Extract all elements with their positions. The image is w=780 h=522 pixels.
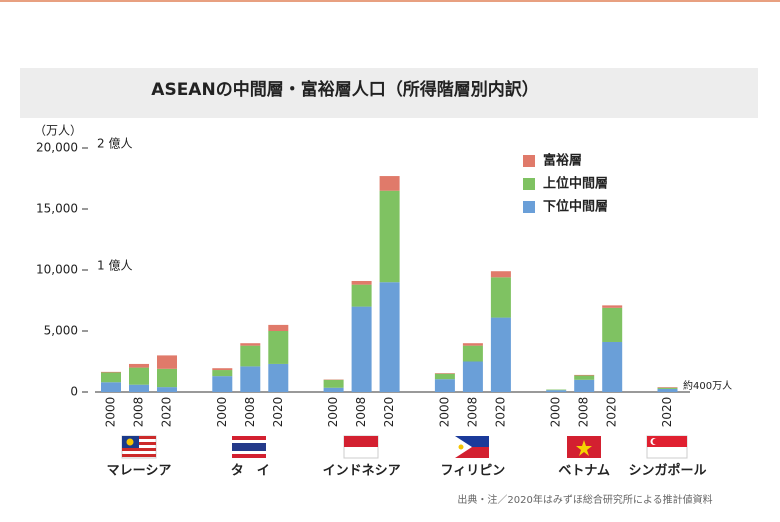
bar-segment	[463, 362, 483, 393]
bar-segment	[101, 382, 121, 392]
bar-segment	[546, 390, 566, 391]
x-tick-label: 2008	[465, 397, 479, 428]
bar-segment	[212, 376, 232, 392]
x-tick-label: 2000	[549, 397, 563, 428]
x-tick-label: 2008	[243, 397, 257, 428]
group-label: マレーシア	[107, 464, 172, 479]
bar-segment	[546, 390, 566, 392]
y-tick-label: 5,000	[44, 324, 78, 338]
group-label: タ イ	[231, 464, 270, 479]
bar-segment	[268, 325, 288, 331]
flag-malaysia	[122, 436, 156, 458]
y-tick-label: 0	[70, 385, 78, 399]
bar-segment	[463, 343, 483, 345]
flag-vietnam	[567, 436, 601, 458]
bar-segment	[602, 342, 622, 392]
bar-segment	[491, 277, 511, 317]
legend-label: 下位中間層	[543, 199, 608, 215]
bar-segment	[491, 318, 511, 392]
bar-segment	[157, 369, 177, 387]
annotation: 2 億人	[97, 137, 132, 151]
bar-segment	[212, 368, 232, 370]
group-label: インドネシア	[323, 464, 401, 479]
x-tick-label: 2020	[605, 397, 619, 428]
group-label: シンガポール	[628, 463, 706, 479]
note: 約400万人	[683, 379, 732, 392]
chart-title: ASEANの中間層・富裕層人口（所得階層別内訳）	[151, 79, 538, 100]
x-tick-label: 2020	[660, 397, 674, 428]
x-tick-label: 2000	[326, 397, 340, 428]
bar-segment	[324, 380, 344, 388]
bar-segment	[129, 385, 149, 392]
x-tick-label: 2008	[132, 397, 146, 428]
annotation: 1 億人	[97, 259, 132, 273]
x-tick-label: 2020	[493, 397, 507, 428]
x-tick-label: 2020	[382, 397, 396, 428]
bar-segment	[268, 331, 288, 364]
flag-philippines	[455, 436, 489, 458]
x-tick-label: 2008	[354, 397, 368, 428]
flag-indonesia	[344, 436, 378, 458]
bar-segment	[658, 388, 678, 389]
bar-segment	[435, 379, 455, 392]
bar-segment	[240, 346, 260, 367]
x-tick-label: 2008	[577, 397, 591, 428]
bar-segment	[101, 372, 121, 382]
group-label: フィリピン	[441, 464, 506, 479]
legend-swatch	[523, 155, 535, 167]
bar-segment	[435, 373, 455, 374]
bar-segment	[463, 346, 483, 362]
bar-segment	[658, 387, 678, 388]
bar-segment	[574, 380, 594, 392]
legend-swatch	[523, 178, 535, 190]
bar-segment	[129, 364, 149, 368]
bar-segment	[268, 364, 288, 392]
flag-singapore	[647, 436, 687, 458]
legend-label: 上位中間層	[543, 176, 608, 192]
bar-segment	[101, 372, 121, 373]
bar-segment	[380, 191, 400, 283]
legend-label: 富裕層	[543, 153, 582, 169]
bar-segment	[380, 282, 400, 392]
flag-thailand	[232, 436, 266, 458]
bar-segment	[602, 308, 622, 342]
bar-segment	[129, 368, 149, 385]
bar-segment	[352, 307, 372, 392]
legend-swatch	[523, 201, 535, 213]
bar-segment	[491, 271, 511, 277]
y-tick-label: 10,000	[36, 263, 78, 277]
x-tick-label: 2000	[215, 397, 229, 428]
x-tick-label: 2020	[160, 397, 174, 428]
bar-segment	[380, 176, 400, 191]
bar-segment	[212, 370, 232, 376]
bar-segment	[240, 343, 260, 345]
x-tick-label: 2000	[104, 397, 118, 428]
y-axis-label: （万人）	[34, 124, 82, 138]
bar-segment	[602, 305, 622, 307]
x-tick-label: 2000	[437, 397, 451, 428]
bar-segment	[157, 387, 177, 392]
bar-segment	[574, 376, 594, 380]
bar-segment	[240, 366, 260, 392]
y-tick-label: 20,000	[36, 141, 78, 155]
y-tick-label: 15,000	[36, 202, 78, 216]
bar-segment	[658, 389, 678, 392]
group-label: ベトナム	[558, 464, 610, 479]
bar-segment	[324, 388, 344, 392]
bar-segment	[352, 285, 372, 307]
bar-segment	[574, 375, 594, 376]
source: 出典・注／2020年はみずほ総合研究所による推計値資料	[457, 493, 712, 506]
bar-segment	[157, 355, 177, 368]
bar-segment	[352, 281, 372, 285]
flags	[122, 436, 687, 458]
top-border	[0, 0, 780, 2]
x-tick-label: 2020	[271, 397, 285, 428]
bar-segment	[435, 374, 455, 379]
